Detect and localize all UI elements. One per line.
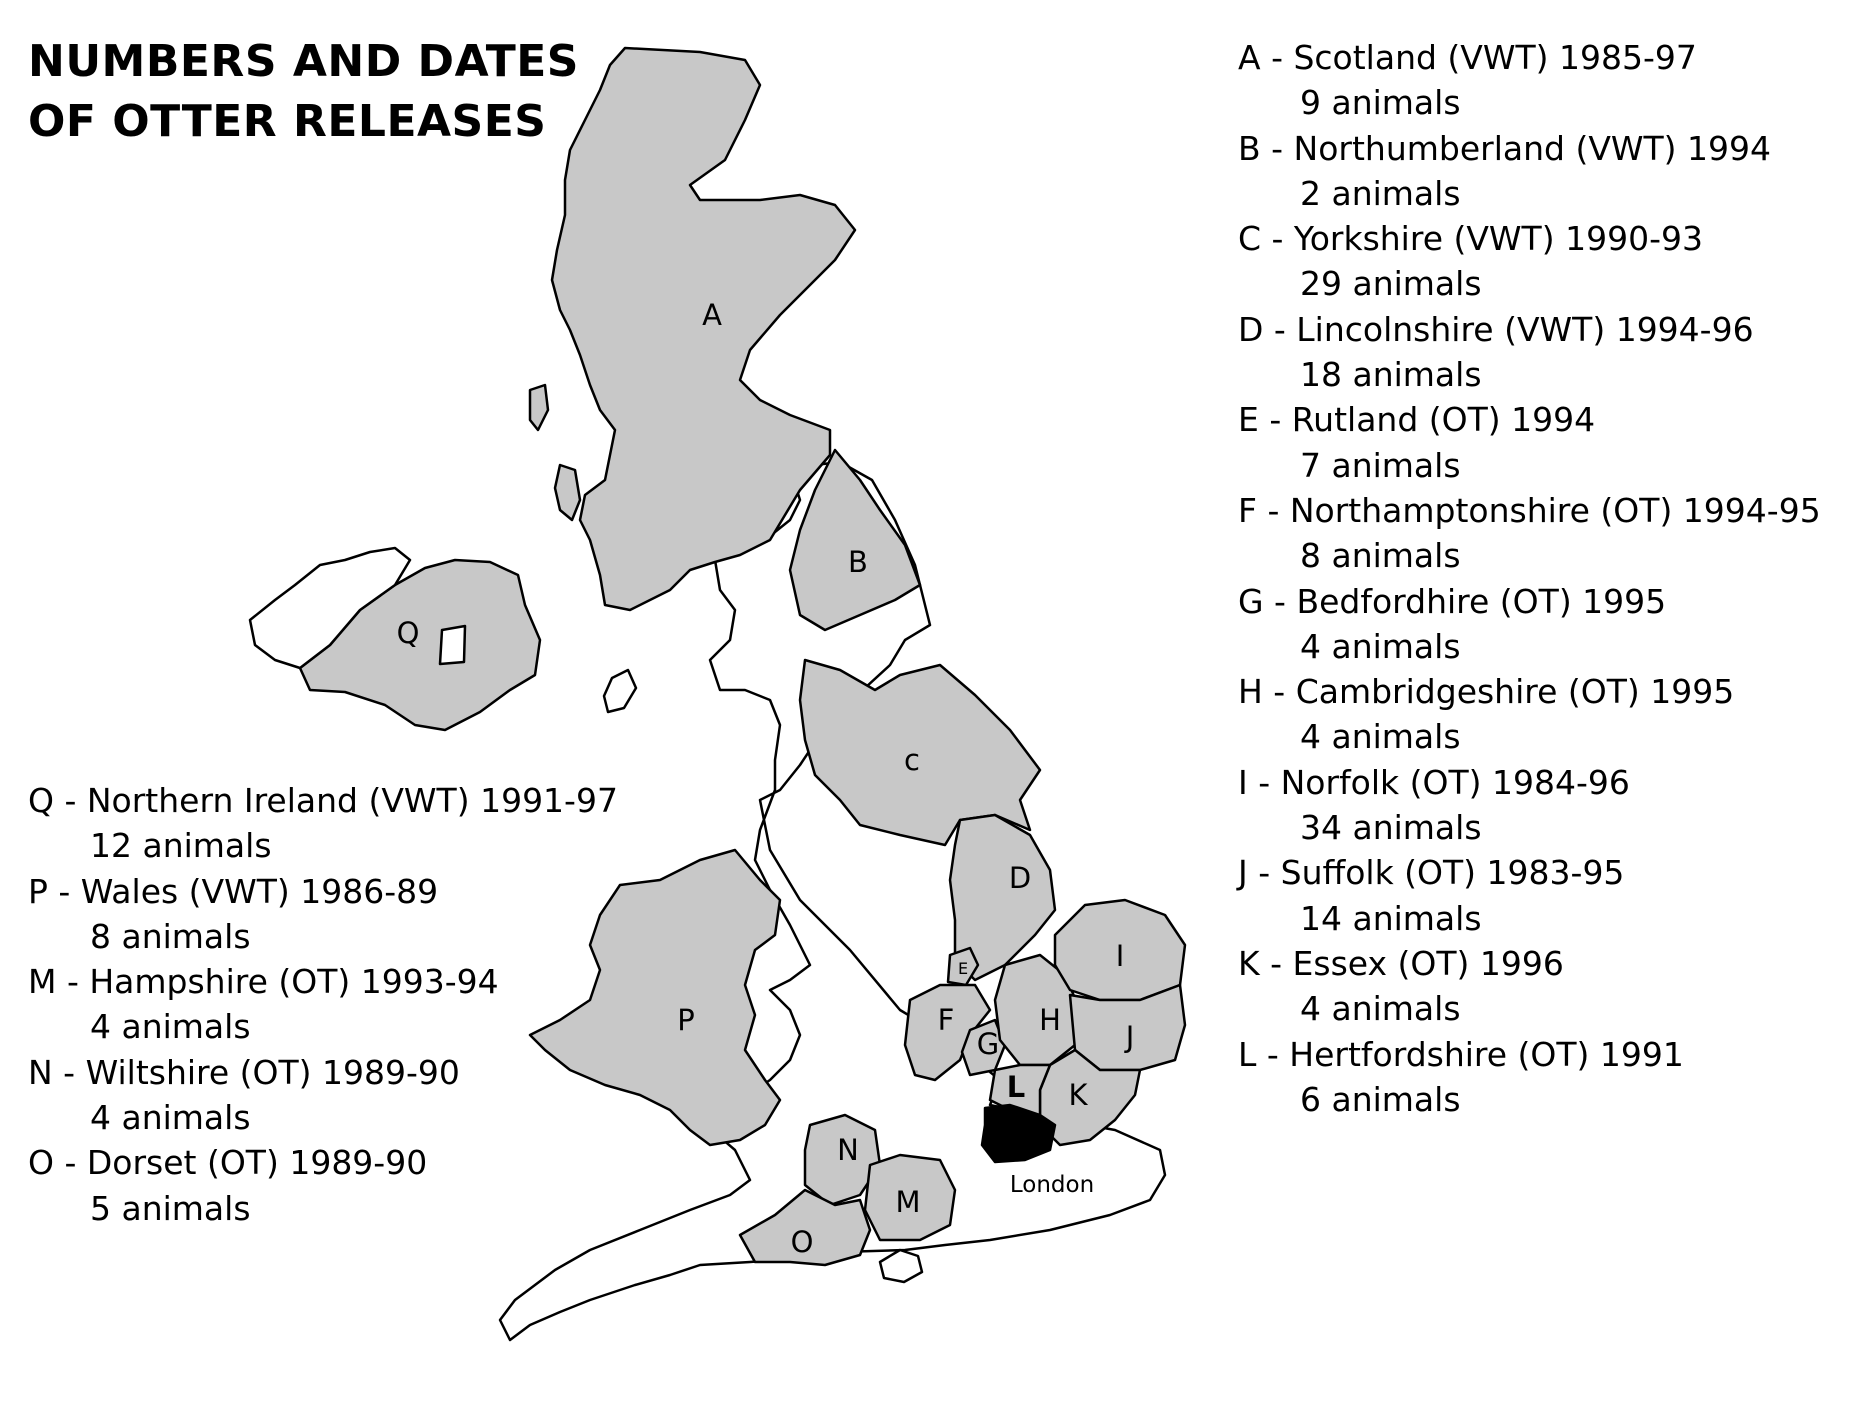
legend-entry-count: 18 animals <box>1300 355 1482 395</box>
donegal-coast <box>248 546 412 670</box>
label-m: M <box>895 1185 920 1219</box>
legend-entry: F - Northamptonshire (OT) 1994-95 8 anima… <box>1238 488 1821 579</box>
title-line-2: OF OTTER RELEASES <box>28 96 547 147</box>
label-d: D <box>1009 861 1031 895</box>
scottish-island-2 <box>528 383 550 432</box>
label-l: L <box>1007 1070 1025 1104</box>
legend-entry-count: 5 animals <box>90 1188 251 1228</box>
legend-entry: K - Essex (OT) 1996 4 animals <box>1238 941 1821 1032</box>
label-p: P <box>677 1003 695 1037</box>
legend-entry: C - Yorkshire (VWT) 1990-93 29 animals <box>1238 216 1821 307</box>
region-l-hertfordshire <box>988 1063 1052 1117</box>
legend-right: A - Scotland (VWT) 1985-97 9 animals B - … <box>1238 35 1821 1122</box>
region-a-scotland <box>550 46 857 612</box>
legend-entry-count: 4 animals <box>1300 717 1461 757</box>
legend-entry: E - Rutland (OT) 1994 7 animals <box>1238 397 1821 488</box>
legend-entry: H - Cambridgeshire (OT) 1995 4 animals <box>1238 669 1821 760</box>
legend-entry-count: 12 animals <box>90 826 272 866</box>
region-h-cambridgeshire <box>993 953 1082 1067</box>
lough-neagh <box>438 624 467 666</box>
legend-entry-name: M - Hampshire (OT) 1993-94 <box>28 962 499 1002</box>
label-o: O <box>791 1225 814 1259</box>
label-k: K <box>1068 1078 1088 1112</box>
legend-entry-name: L - Hertfordshire (OT) 1991 <box>1238 1034 1684 1074</box>
legend-entry: J - Suffolk (OT) 1983-95 14 animals <box>1238 850 1821 941</box>
legend-entry-count: 9 animals <box>1300 83 1461 123</box>
legend-entry-count: 4 animals <box>90 1098 251 1138</box>
legend-entry-name: F - Northamptonshire (OT) 1994-95 <box>1238 490 1821 530</box>
legend-entry: D - Lincolnshire (VWT) 1994-96 18 animals <box>1238 307 1821 398</box>
legend-entry: N - Wiltshire (OT) 1989-90 4 animals <box>28 1050 618 1141</box>
legend-entry-count: 8 animals <box>90 916 251 956</box>
label-c: c <box>904 743 920 777</box>
label-london: London <box>1010 1172 1094 1198</box>
legend-entry-name: B - Northumberland (VWT) 1994 <box>1238 128 1772 168</box>
legend-entry-count: 29 animals <box>1300 264 1482 304</box>
legend-entry: L - Hertfordshire (OT) 1991 6 animals <box>1238 1032 1821 1123</box>
isle-of-man-island <box>602 668 638 714</box>
region-b-northumberland <box>788 448 922 632</box>
legend-entry-count: 6 animals <box>1300 1079 1461 1119</box>
region-c-yorkshire <box>798 658 1042 847</box>
legend-entry-name: N - Wiltshire (OT) 1989-90 <box>28 1052 460 1092</box>
legend-entry-name: G - Bedfordhire (OT) 1995 <box>1238 581 1667 621</box>
legend-entry-name: P - Wales (VWT) 1986-89 <box>28 871 439 911</box>
scottish-island-1 <box>553 463 582 522</box>
map-title: NUMBERS AND DATES OF OTTER RELEASES <box>28 32 579 152</box>
legend-entry-name: D - Lincolnshire (VWT) 1994-96 <box>1238 309 1754 349</box>
isle-of-wight-island <box>878 1248 924 1284</box>
label-j: J <box>1124 1020 1135 1054</box>
legend-entry-count: 4 animals <box>1300 989 1461 1029</box>
region-p-wales <box>528 848 782 1147</box>
legend-entry-name: I - Norfolk (OT) 1984-96 <box>1238 762 1630 802</box>
legend-entry: Q - Northern Ireland (VWT) 1991-97 12 ani… <box>28 778 618 869</box>
legend-entry-name: K - Essex (OT) 1996 <box>1238 943 1564 983</box>
legend-entry-count: 2 animals <box>1300 173 1461 213</box>
legend-entry-name: C - Yorkshire (VWT) 1990-93 <box>1238 219 1703 259</box>
label-b: B <box>848 545 868 579</box>
legend-entry: B - Northumberland (VWT) 1994 2 animals <box>1238 126 1821 217</box>
legend-entry-count: 7 animals <box>1300 445 1461 485</box>
legend-entry-name: E - Rutland (OT) 1994 <box>1238 400 1596 440</box>
label-g: G <box>977 1027 999 1061</box>
label-f: F <box>938 1003 955 1037</box>
legend-entry-count: 14 animals <box>1300 898 1482 938</box>
label-a: A <box>702 298 722 332</box>
legend-entry-name: H - Cambridgeshire (OT) 1995 <box>1238 672 1735 712</box>
legend-entry-count: 4 animals <box>90 1007 251 1047</box>
legend-entry: M - Hampshire (OT) 1993-94 4 animals <box>28 959 618 1050</box>
label-i: I <box>1116 939 1125 973</box>
region-e-rutland <box>946 946 980 987</box>
legend-entry: G - Bedfordhire (OT) 1995 4 animals <box>1238 579 1821 670</box>
label-n: N <box>837 1133 859 1167</box>
legend-entry-name: J - Suffolk (OT) 1983-95 <box>1238 853 1625 893</box>
region-m-hampshire <box>863 1153 957 1242</box>
region-n-wiltshire <box>803 1113 882 1207</box>
legend-entry: P - Wales (VWT) 1986-89 8 animals <box>28 869 618 960</box>
legend-entry-count: 4 animals <box>1300 626 1461 666</box>
legend-entry: A - Scotland (VWT) 1985-97 9 animals <box>1238 35 1821 126</box>
label-q: Q <box>397 616 420 650</box>
legend-entry-name: O - Dorset (OT) 1989-90 <box>28 1143 428 1183</box>
legend-entry: O - Dorset (OT) 1989-90 5 animals <box>28 1140 618 1231</box>
region-o-dorset <box>738 1188 872 1267</box>
legend-entry-name: Q - Northern Ireland (VWT) 1991-97 <box>28 781 618 820</box>
legend-left: Q - Northern Ireland (VWT) 1991-97 12 ani… <box>28 778 618 1231</box>
legend-entry-count: 8 animals <box>1300 536 1461 576</box>
title-line-1: NUMBERS AND DATES <box>28 36 579 87</box>
legend-entry-count: 34 animals <box>1300 808 1482 848</box>
label-e: E <box>958 959 968 978</box>
london-area <box>980 1103 1057 1164</box>
legend-entry-name: A - Scotland (VWT) 1985-97 <box>1238 38 1697 77</box>
legend-entry: I - Norfolk (OT) 1984-96 34 animals <box>1238 760 1821 851</box>
label-h: H <box>1039 1003 1061 1037</box>
